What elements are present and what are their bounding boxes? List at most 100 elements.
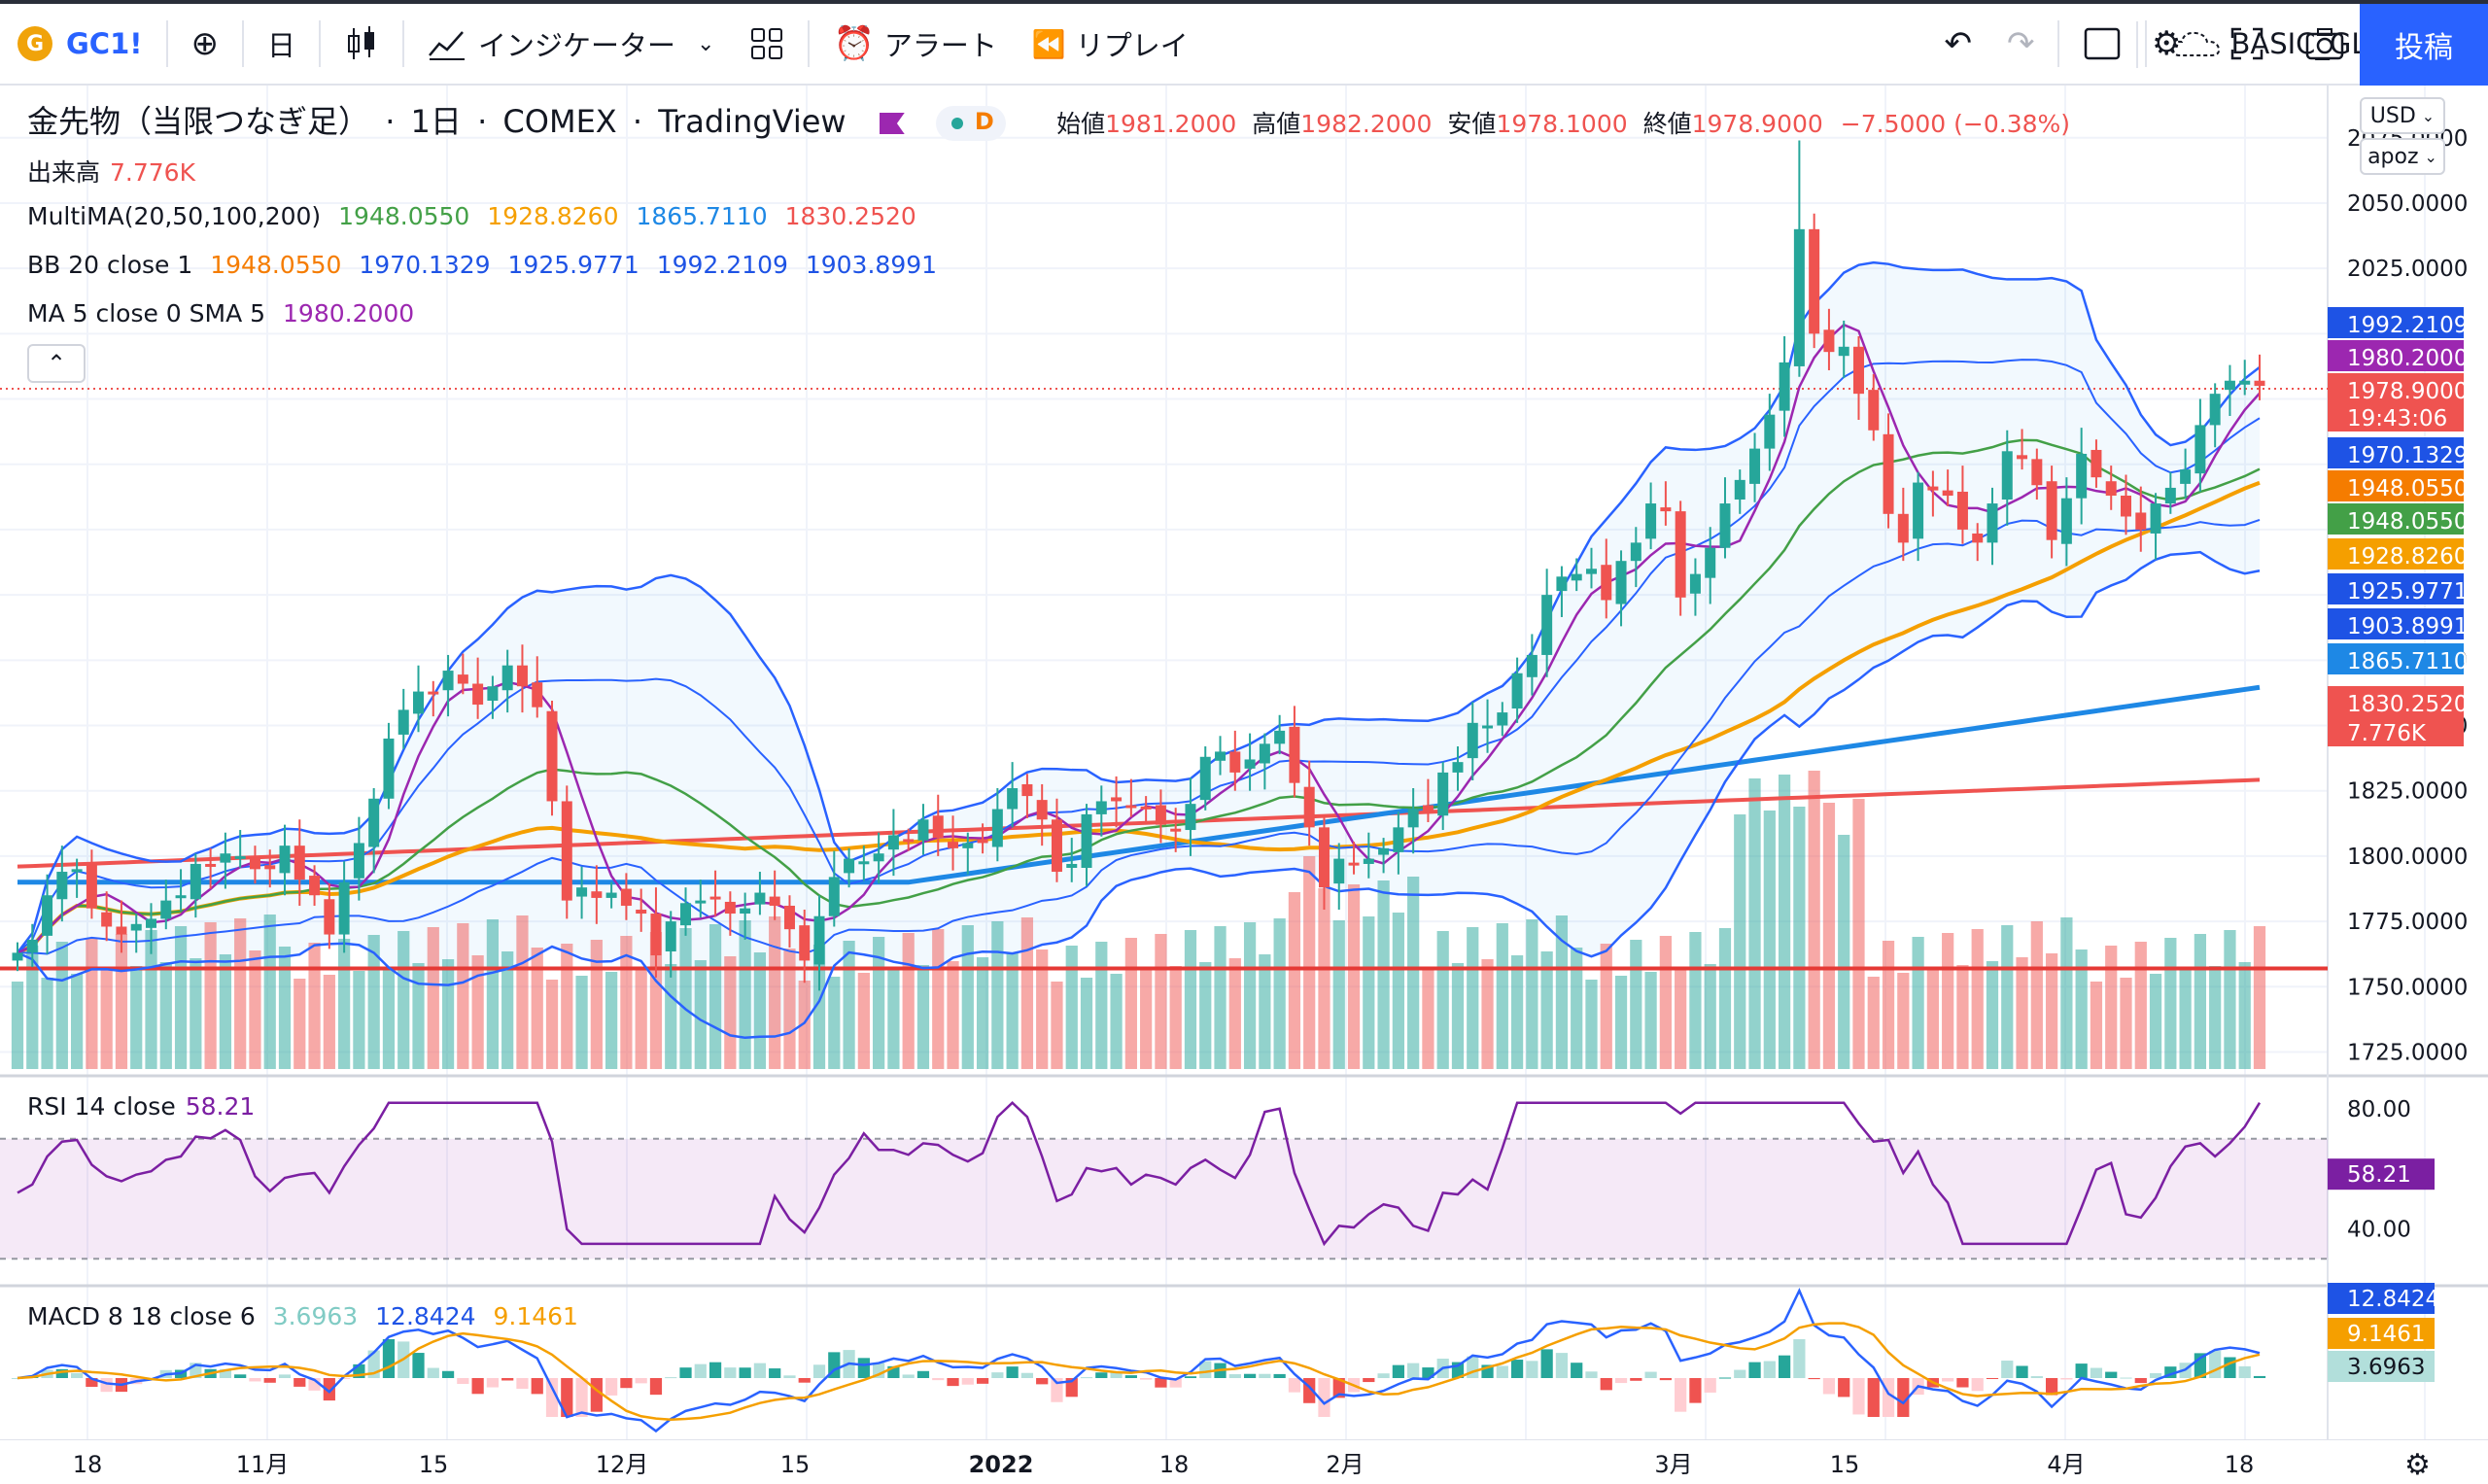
candle	[1363, 832, 1374, 879]
candle	[42, 874, 53, 954]
macd-bar	[1704, 1378, 1716, 1393]
volume-bar	[1436, 931, 1449, 1069]
indicators-button[interactable]: インジケーター ⌄	[410, 3, 732, 85]
volume-legend[interactable]: 出来高 7.776K	[27, 158, 195, 187]
candle	[977, 823, 988, 854]
time-axis[interactable]: 18 11月 15 12月 15 2022 18 2月 3月 15 4月 18 ⚙	[0, 1438, 2488, 1484]
fullscreen-layout-button[interactable]	[2065, 3, 2139, 85]
macd-bar	[2253, 1375, 2266, 1378]
chart-type-button[interactable]	[327, 3, 397, 85]
macd-bar	[1363, 1378, 1375, 1383]
ma-legend[interactable]: MA 5 close 0 SMA 5 1980.2000	[27, 299, 415, 328]
volume-bar	[1199, 962, 1212, 1069]
candle-body	[695, 900, 707, 904]
candle	[709, 870, 721, 916]
candle-body	[1585, 569, 1597, 574]
snapshot-button[interactable]	[2288, 3, 2362, 85]
price-label: 7.776K	[2328, 715, 2464, 746]
volume-bar	[234, 918, 247, 1069]
volume-bar	[724, 956, 737, 1069]
candle-body	[383, 738, 395, 799]
macd-bar	[2001, 1361, 2014, 1378]
volume-bar	[605, 972, 618, 1069]
volume-bar	[545, 980, 559, 1069]
symbol-title[interactable]: 金先物（当限つなぎ足）	[27, 103, 370, 140]
price-label: 1980.2000	[2328, 340, 2468, 371]
volume-bar	[412, 963, 425, 1069]
candle	[2254, 354, 2265, 400]
volume-bar	[1243, 922, 1257, 1069]
rsi-legend[interactable]: RSI 14 close 58.21	[27, 1092, 256, 1121]
macd-bar	[2016, 1365, 2028, 1378]
volume-bar	[798, 981, 811, 1069]
compare-add-symbol-button[interactable]: ⊕	[174, 3, 237, 85]
cloud-icon	[2172, 31, 2221, 56]
redo-button[interactable]: ↷	[1989, 3, 2053, 85]
settings-button[interactable]: ⚙	[2134, 3, 2198, 85]
fullscreen-button[interactable]	[2212, 3, 2282, 85]
candle-body	[1051, 819, 1062, 873]
macd-bar	[2164, 1366, 2177, 1378]
candle	[2046, 466, 2057, 559]
candle	[2105, 466, 2117, 510]
macd-bar	[1555, 1353, 1569, 1378]
candle-body	[2060, 498, 2072, 544]
candle	[858, 846, 870, 881]
layouts-button[interactable]	[732, 3, 802, 85]
candle	[1215, 736, 1227, 776]
macd-bar	[1510, 1360, 1524, 1378]
legend-dot-separator: ·	[632, 103, 643, 140]
volume-bar	[71, 974, 84, 1069]
macd-bar	[1734, 1369, 1746, 1378]
candle-body	[546, 710, 558, 802]
chart-canvas[interactable]: 2100.00002075.00002050.00002025.00001875…	[0, 61, 2488, 1439]
volume-bar	[902, 933, 915, 1069]
replay-button[interactable]: ⏪ リプレイ	[1015, 3, 1206, 85]
candle	[1155, 789, 1166, 844]
candle	[1318, 816, 1330, 911]
candle-body	[2135, 512, 2147, 530]
post-button[interactable]: 投稿	[2360, 4, 2488, 86]
indicators-label: インジケーター	[478, 29, 676, 62]
volume-bar	[1095, 942, 1108, 1069]
multima-legend[interactable]: MultiMA(20,50,100,200) 1948.0550 1928.82…	[27, 202, 916, 230]
scale-button[interactable]: apoz ⌄	[2360, 138, 2445, 175]
volume-bar	[1942, 933, 1954, 1069]
candle-body	[26, 939, 38, 953]
candle	[1378, 838, 1390, 874]
interval-button[interactable]: 日	[250, 3, 313, 85]
volume-bar	[1956, 965, 1969, 1069]
volume-bar	[501, 951, 514, 1069]
candle-body	[116, 926, 127, 935]
candle-body	[101, 912, 113, 927]
symbol-search[interactable]: G GC1!	[0, 3, 160, 85]
candle-body	[2239, 380, 2251, 385]
flag-icon[interactable]	[879, 113, 905, 134]
candle-body	[42, 895, 53, 936]
macd-bar	[976, 1378, 989, 1384]
candle	[1838, 320, 1849, 379]
macd-legend[interactable]: MACD 8 18 close 6 3.6963 12.8424 9.1461	[27, 1302, 578, 1330]
volume-bar	[976, 957, 989, 1069]
candle	[1883, 413, 1894, 529]
candle	[472, 657, 484, 719]
candle	[294, 819, 305, 906]
candle-body	[873, 853, 884, 862]
volume-bar	[249, 950, 261, 1069]
bb-legend[interactable]: BB 20 close 1 1948.0550 1970.1329 1925.9…	[27, 251, 938, 279]
macd-bar	[471, 1378, 484, 1395]
chart-area[interactable]: 2100.00002075.00002050.00002025.00001875…	[0, 61, 2488, 1439]
volume-bar	[947, 961, 959, 1069]
alert-button[interactable]: ⏰ アラート	[815, 3, 1014, 85]
chart-line-icon	[429, 31, 466, 60]
divider	[808, 20, 811, 67]
currency-button[interactable]: USD ⌄	[2360, 97, 2445, 134]
undo-button[interactable]: ↶	[1926, 3, 1989, 85]
candle-body	[1987, 503, 1998, 543]
volume-bar	[916, 965, 930, 1069]
macd-bar	[1675, 1378, 1687, 1412]
macd-bar	[916, 1370, 930, 1378]
market-status-badge[interactable]: D	[935, 106, 1006, 141]
macd-bar	[412, 1353, 425, 1378]
collapse-legend-button[interactable]: ⌃	[27, 344, 86, 383]
